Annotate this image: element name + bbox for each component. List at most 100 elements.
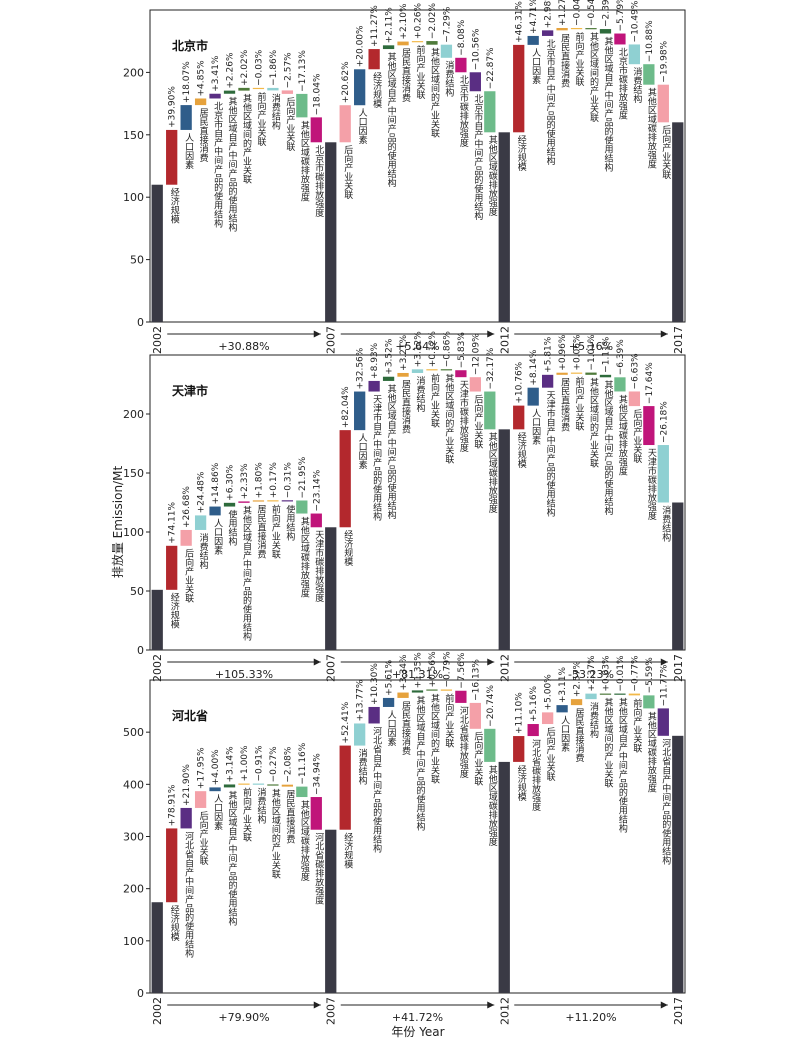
effect-factor-label: 其他区域自产中间产品的使用结构 [241,506,252,642]
effect-pct-label: −22.87% [486,47,496,89]
effect-factor-label: 后向产业关联 [342,145,353,200]
year-label: 2017 [672,326,685,354]
effect-factor-label: 其他区域自产中间产品的使用结构 [227,790,238,926]
effect-pct-label: −10.88% [645,20,655,62]
effect-pct-label: +0.56% [428,651,438,688]
effect-factor-label: 消费结构 [198,532,209,570]
effect-factor-label: 河北省自产中间产品的使用结构 [660,738,671,866]
effect-factor-label: 经济规模 [169,592,180,630]
period-change-label: +11.20% [565,1011,616,1024]
effect-pct-label: −0.91% [254,745,264,782]
effect-pct-label: +18.07% [182,61,192,103]
effect-bar [469,72,481,92]
effect-factor-label: 其他区域自产中间产品的使用结构 [617,698,628,834]
period-change-label: -33.23% [568,668,614,681]
effect-pct-label: +78.91% [168,784,178,826]
effect-pct-label: −0.01% [616,655,626,692]
effect-factor-label: 消费结构 [357,748,368,786]
panel-3: 0 100 200 300 400 500 河北省 +78.91% 经济规模 +21.90% 河北省… [123,651,686,1025]
effect-bar [426,41,438,45]
effect-factor-label: 前向产业关联 [415,44,426,100]
effect-bar [267,784,279,786]
effect-bar [643,695,655,709]
period-change-label: +81.31% [392,668,443,681]
effect-pct-label: +0.12% [428,331,438,368]
effect-pct-label: +0.26% [414,2,424,39]
effect-factor-label: 人口因素 [183,133,194,169]
effect-factor-label: 天津市自产中间产品的使用结构 [545,391,556,518]
y-tick-label: 200 [123,66,144,79]
plot-frame [149,9,686,323]
effect-pct-label: +5.61% [385,659,395,696]
effect-factor-label: 居民直接消费 [255,504,266,559]
panel-1: 0 50 100 150 200 北京市 +39.90% 经济规模 +18.07% 人口因素 +4.… [123,0,686,354]
effect-bar [223,502,236,507]
effect-factor-label: 经济规模 [169,904,180,942]
effect-bar [368,49,380,70]
effect-bar [585,28,597,30]
effect-bar [180,807,192,829]
effect-pct-label: +2.26% [226,52,236,89]
effect-pct-label: +0.06% [573,334,583,371]
effect-pct-label: −18.04% [312,73,322,115]
y-tick-label: 100 [123,526,144,539]
period-change-label: +79.90% [218,1011,269,1024]
effect-bar [252,87,265,90]
effect-pct-label: −17.64% [645,362,655,404]
period-change-label: +105.33% [215,668,273,681]
effect-factor-label: 其他区域间的产业关联 [429,694,440,785]
effect-pct-label: +2.10% [399,3,409,40]
effect-pct-label: −7.56% [457,652,467,689]
y-tick-label: 0 [137,316,144,329]
effect-pct-label: +26.68% [182,486,192,528]
effect-pct-label: +1.35% [414,652,424,689]
effect-pct-label: +2.57% [573,661,583,698]
effect-pct-label: −1.86% [269,49,279,86]
arrow-head [660,1001,668,1009]
y-tick-label: 0 [137,987,144,1000]
effect-factor-label: 人口因素 [212,518,223,554]
effect-factor-label: 北京市碳排放强度 [617,47,628,120]
arrow-head [313,1001,321,1009]
effect-factor-label: 居民直接消费 [400,48,411,103]
effect-bar [469,702,481,729]
effect-bar [238,501,250,503]
arrow-head [487,658,495,666]
effect-factor-label: 其他区域碳排放强度 [299,516,310,598]
panels: 0 50 100 150 200 北京市 +39.90% 经济规模 +18.07% 人口因素 +4.… [123,0,686,1025]
effect-pct-label: +5.16% [529,685,539,722]
effect-bar [585,693,597,700]
effect-pct-label: −11.16% [298,742,308,784]
effect-pct-label: +24.48% [197,471,207,513]
effect-bar [339,430,351,528]
effect-bar [310,797,322,830]
effect-factor-label: 居民直接消费 [559,33,570,88]
effect-pct-label: −19.98% [659,40,669,82]
effect-factor-label: 其他区域碳排放强度 [299,120,310,202]
effect-bar [614,33,626,45]
effect-factor-label: 经济规模 [371,71,382,109]
plot-frame [149,354,686,651]
effect-factor-label: 后向产业关联 [183,549,194,604]
effect-pct-label: −0.54% [587,0,597,26]
effect-pct-label: +11.27% [370,5,380,47]
effect-bar [484,91,496,133]
year-label: 2002 [151,997,164,1025]
effect-pct-label: −0.03% [254,49,264,86]
effect-pct-label: +3.14% [226,746,236,783]
effect-pct-label: +6.30% [226,464,236,501]
effect-pct-label: +4.00% [211,749,221,786]
effect-bar [281,784,294,787]
effect-factor-label: 其他区域间的产业关联 [241,94,252,185]
effect-factor-label: 居民直接消费 [574,708,585,763]
effect-factor-label: 前向产业关联 [631,697,642,753]
effect-factor-label: 后向产业关联 [472,732,483,787]
effect-bar [310,513,322,528]
effect-bar [368,706,380,724]
effect-factor-label: 消费结构 [588,701,599,739]
effect-bar [440,689,453,691]
year-label: 2002 [151,654,164,682]
total-bar-2017 [672,735,684,993]
effect-pct-label: −6.39% [616,339,626,376]
